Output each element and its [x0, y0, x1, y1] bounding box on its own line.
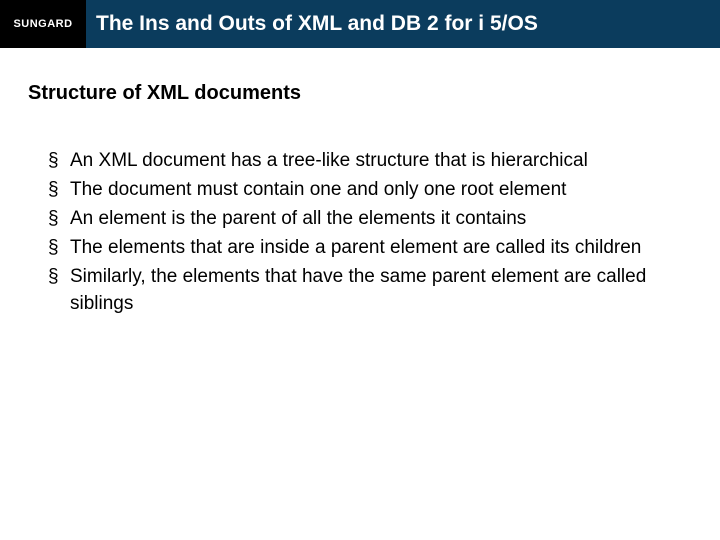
bullet-text: The document must contain one and only o… — [70, 176, 566, 203]
slide: SUNGARD The Ins and Outs of XML and DB 2… — [0, 0, 720, 540]
bullet-text: The elements that are inside a parent el… — [70, 234, 641, 261]
bullet-icon: § — [48, 234, 60, 261]
list-item: § An element is the parent of all the el… — [48, 205, 690, 232]
list-item: § Similarly, the elements that have the … — [48, 263, 690, 317]
bullet-text: An XML document has a tree-like structur… — [70, 147, 588, 174]
slide-subtitle: Structure of XML documents — [28, 82, 720, 105]
bullet-icon: § — [48, 205, 60, 232]
bullet-icon: § — [48, 147, 60, 174]
list-item: § The elements that are inside a parent … — [48, 234, 690, 261]
bullet-icon: § — [48, 263, 60, 290]
bullet-list: § An XML document has a tree-like struct… — [48, 147, 690, 317]
bullet-text: Similarly, the elements that have the sa… — [70, 263, 690, 317]
logo-box: SUNGARD — [0, 0, 86, 48]
logo-text: SUNGARD — [13, 18, 72, 30]
slide-title: The Ins and Outs of XML and DB 2 for i 5… — [96, 12, 538, 36]
list-item: § An XML document has a tree-like struct… — [48, 147, 690, 174]
list-item: § The document must contain one and only… — [48, 176, 690, 203]
bullet-icon: § — [48, 176, 60, 203]
bullet-text: An element is the parent of all the elem… — [70, 205, 526, 232]
header-bar: SUNGARD The Ins and Outs of XML and DB 2… — [0, 0, 720, 48]
